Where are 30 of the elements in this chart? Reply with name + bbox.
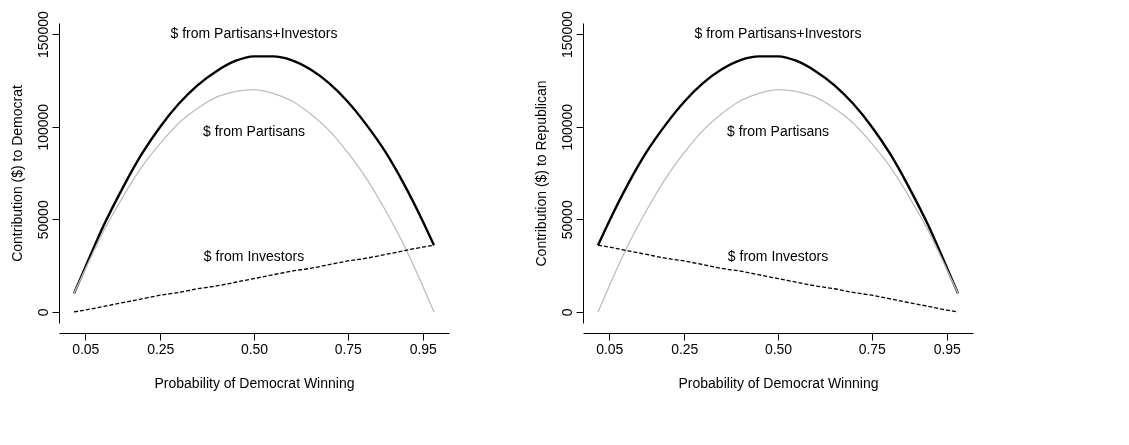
series-label: $ from Partisans+Investors [694, 25, 862, 42]
y-tick-label: 50000 [558, 200, 575, 240]
x-tick-label: 0.05 [72, 340, 100, 357]
series-label: $ from Partisans+Investors [170, 25, 338, 42]
line-series [597, 89, 959, 313]
series-label: $ from Investors [727, 247, 829, 264]
line-series [73, 89, 435, 313]
series-label: $ from Partisans [727, 122, 829, 139]
x-tick-label: 0.50 [764, 340, 793, 357]
x-tick-label: 0.95 [409, 340, 438, 357]
y-tick-label: 100000 [558, 103, 575, 151]
x-tick-label: 0.25 [671, 340, 699, 357]
x-tick-label: 0.75 [334, 340, 363, 357]
y-axis-title: Contribution ($) to Republican [532, 80, 549, 267]
x-axis-title: Probability of Democrat Winning [154, 374, 355, 391]
x-tick-label: 0.95 [933, 340, 962, 357]
x-tick-label: 0.25 [147, 340, 175, 357]
y-tick-label: 150000 [558, 11, 575, 58]
x-tick-label: 0.75 [858, 340, 887, 357]
y-tick-label: 100000 [34, 103, 51, 151]
y-tick-label: 0 [558, 308, 575, 317]
series-label: $ from Investors [203, 247, 305, 264]
x-tick-label: 0.05 [596, 340, 624, 357]
y-tick-label: 150000 [34, 11, 51, 58]
series-label: $ from Partisans [203, 122, 305, 139]
y-tick-label: 0 [34, 308, 51, 317]
y-axis-title: Contribution ($) to Democrat [8, 85, 25, 262]
y-tick-label: 50000 [34, 200, 51, 240]
x-tick-label: 0.50 [240, 340, 269, 357]
x-axis-title: Probability of Democrat Winning [678, 374, 879, 391]
